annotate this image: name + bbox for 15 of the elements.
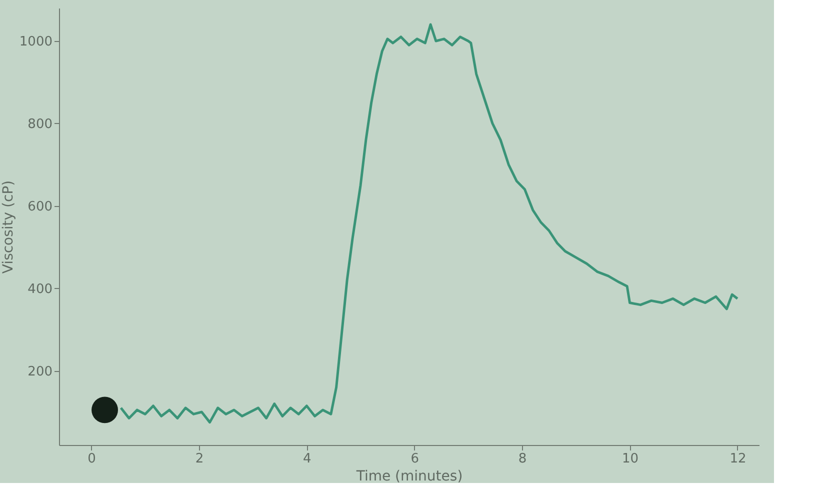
x-tick-label: 12 xyxy=(730,452,746,466)
x-tick-label: 4 xyxy=(303,452,312,466)
y-axis-title: Viscosity (cP) xyxy=(0,180,16,274)
y-tick-label: 600 xyxy=(28,199,52,214)
x-tick-label: 0 xyxy=(88,452,96,466)
line-series xyxy=(120,23,739,424)
x-tick-label: 6 xyxy=(410,452,420,466)
x-tick-label: 10 xyxy=(622,452,639,466)
x-tick-label: 2 xyxy=(195,452,204,466)
x-tick-label: 8 xyxy=(518,452,527,466)
y-tick-label: 1000 xyxy=(19,34,52,50)
y-tick-label: 800 xyxy=(28,116,52,132)
x-axis-title: Time (minutes) xyxy=(355,468,463,484)
y-tick-label: 400 xyxy=(28,282,52,297)
y-tick-label: 200 xyxy=(28,364,52,380)
